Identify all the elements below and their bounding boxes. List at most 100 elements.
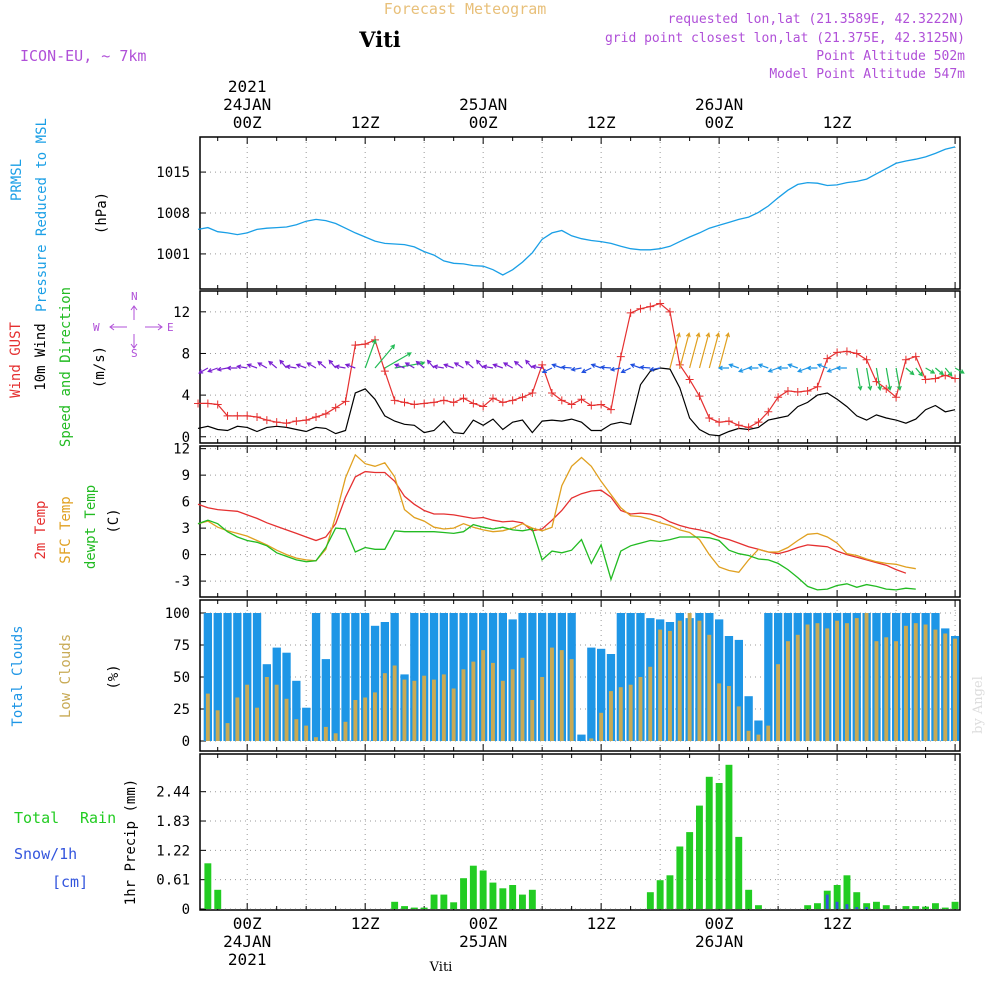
ylabel-total-clouds: Total Clouds [10,625,26,726]
gust-marker [862,355,871,364]
bar-low-clouds [835,620,839,741]
bar-rain [420,907,428,909]
bar-low-clouds [373,692,377,741]
gust-marker [616,352,625,361]
gust-marker [744,423,753,432]
bar-low-clouds [343,721,348,741]
wind-direction-arrow [925,367,936,374]
gust-marker [233,411,242,420]
bar-rain [843,875,851,909]
ylabel-wind: 10m Wind [33,323,49,390]
gust-marker [223,411,232,420]
wind-direction-arrow [541,367,553,374]
bar-low-clouds [638,677,643,741]
bar-low-clouds [481,650,486,741]
wind-direction-arrow [481,364,494,370]
compass-arrows [109,305,163,349]
gust-marker [783,386,792,395]
bar-low-clouds [245,684,250,741]
wind-direction-arrow [492,363,504,369]
bar-low-clouds [923,624,928,741]
wind-direction-arrow [551,363,563,369]
wind-direction-arrow [718,332,730,369]
wind-direction-arrow [708,332,721,369]
gust-marker [705,414,714,423]
bar-low-clouds [628,684,633,741]
bar-low-clouds [668,630,672,741]
bar-snow [865,907,868,909]
gust-marker [292,417,301,426]
bar-low-clouds [500,680,505,741]
gust-marker [410,400,419,409]
bar-rain [479,870,487,909]
gust-marker [823,354,832,363]
bar-low-clouds [943,633,948,741]
bar-low-clouds [795,634,800,741]
bar-low-clouds [323,726,328,741]
ylabel-low-clouds: Low Clouds [58,634,74,718]
bar-low-clouds [314,737,318,741]
ylabel-dewpt: dewpt Temp [83,485,99,569]
bar-low-clouds [825,628,830,741]
gust-marker [626,308,635,317]
bar-total-clouds [203,613,212,741]
gust-marker [685,375,694,384]
wind-direction-arrow [464,360,474,369]
bar-total-clouds [616,613,625,741]
bar-low-clouds [471,661,476,741]
bar-total-clouds [754,720,763,741]
ytick-label-temperature: 12 [173,442,190,458]
wind-direction-arrow [570,366,582,372]
wind-direction-arrow [915,367,924,377]
wind-direction-arrow [525,359,533,369]
wind-direction-arrow [384,352,412,369]
time-label-bottom: 26JAN [695,932,743,951]
wind-direction-arrow [198,367,209,374]
bar-rain [686,832,694,909]
bar-low-clouds [520,657,525,741]
ytick-label-temperature: 6 [182,495,190,511]
wind-direction-arrow [689,332,701,369]
bar-rain [882,905,890,909]
bar-rain [932,903,939,909]
gust-marker [901,355,910,364]
ylabel-pressure: Pressure Reduced to MSL [34,118,50,312]
bar-low-clouds [255,707,259,741]
time-label-bottom: 12Z [823,914,852,933]
ytick-label-wind: 8 [182,346,190,362]
bar-rain [676,846,684,909]
gust-marker [567,400,576,409]
gust-marker [253,412,262,421]
bar-low-clouds [913,623,918,741]
ytick-label-precip: 1.83 [156,814,190,830]
bar-rain [745,889,753,909]
bar-rain [814,903,821,909]
wind-direction-arrow [679,332,691,369]
bar-total-clouds [243,613,252,741]
bar-low-clouds [569,659,574,741]
ytick-label-pressure: 1015 [156,165,190,181]
wind-direction-arrow [279,359,287,369]
meteogram-title: Forecast Meteogram [384,0,547,18]
bar-low-clouds [805,624,810,741]
bar-total-clouds [233,613,242,741]
gust-marker [508,396,517,405]
bar-snow [835,901,839,909]
bar-rain [509,885,517,909]
bar-rain [715,783,723,909]
time-label-top: 26JAN [695,95,743,114]
time-label-bottom: 00Z [705,914,734,933]
wind-direction-arrow [797,367,808,373]
gust-marker [951,374,960,383]
requested-coordinates: requested lon,lat (21.3589E, 42.3222N) [668,12,965,27]
bar-total-clouds [764,613,773,741]
bar-rain [499,888,507,909]
time-label-bottom: 00Z [469,914,498,933]
gust-marker [764,407,773,416]
ytick-label-clouds: 50 [173,670,190,686]
wind-direction-arrow [257,362,268,369]
gust-marker [931,374,940,383]
bar-low-clouds [786,641,790,741]
compass-e: E [167,321,174,334]
wind-direction-arrow [787,363,799,369]
